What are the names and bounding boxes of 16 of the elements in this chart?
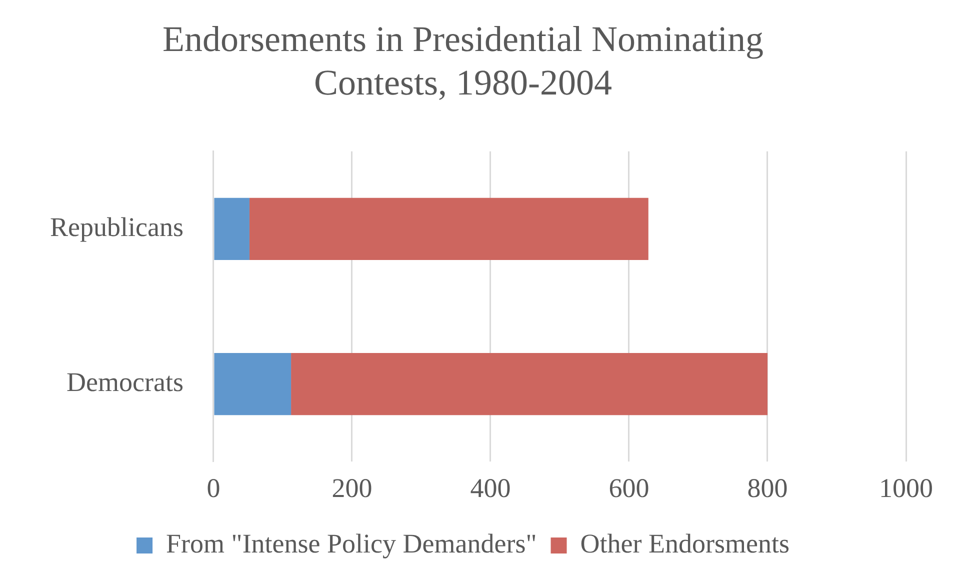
bar [214, 353, 292, 416]
bar [214, 198, 250, 260]
y-tick-label: Democrats [66, 367, 184, 398]
x-tick-label: 600 [608, 472, 650, 503]
bar [291, 353, 768, 416]
y-tick-label: Republicans [50, 212, 184, 242]
x-tick-label: 800 [747, 472, 788, 503]
x-tick-label: 1000 [879, 472, 933, 503]
x-tick-label: 200 [332, 472, 372, 503]
legend-label: From "Intense Policy Demanders" [166, 528, 537, 559]
x-tick-label: 0 [206, 472, 220, 503]
text: Contests, 1980-2004 [314, 62, 612, 102]
x-tick-label: 400 [470, 472, 511, 503]
bar [249, 198, 648, 260]
legend-label: Other Endorsments [580, 528, 790, 559]
text: Endorsements in Presidential Nominating [162, 19, 764, 60]
